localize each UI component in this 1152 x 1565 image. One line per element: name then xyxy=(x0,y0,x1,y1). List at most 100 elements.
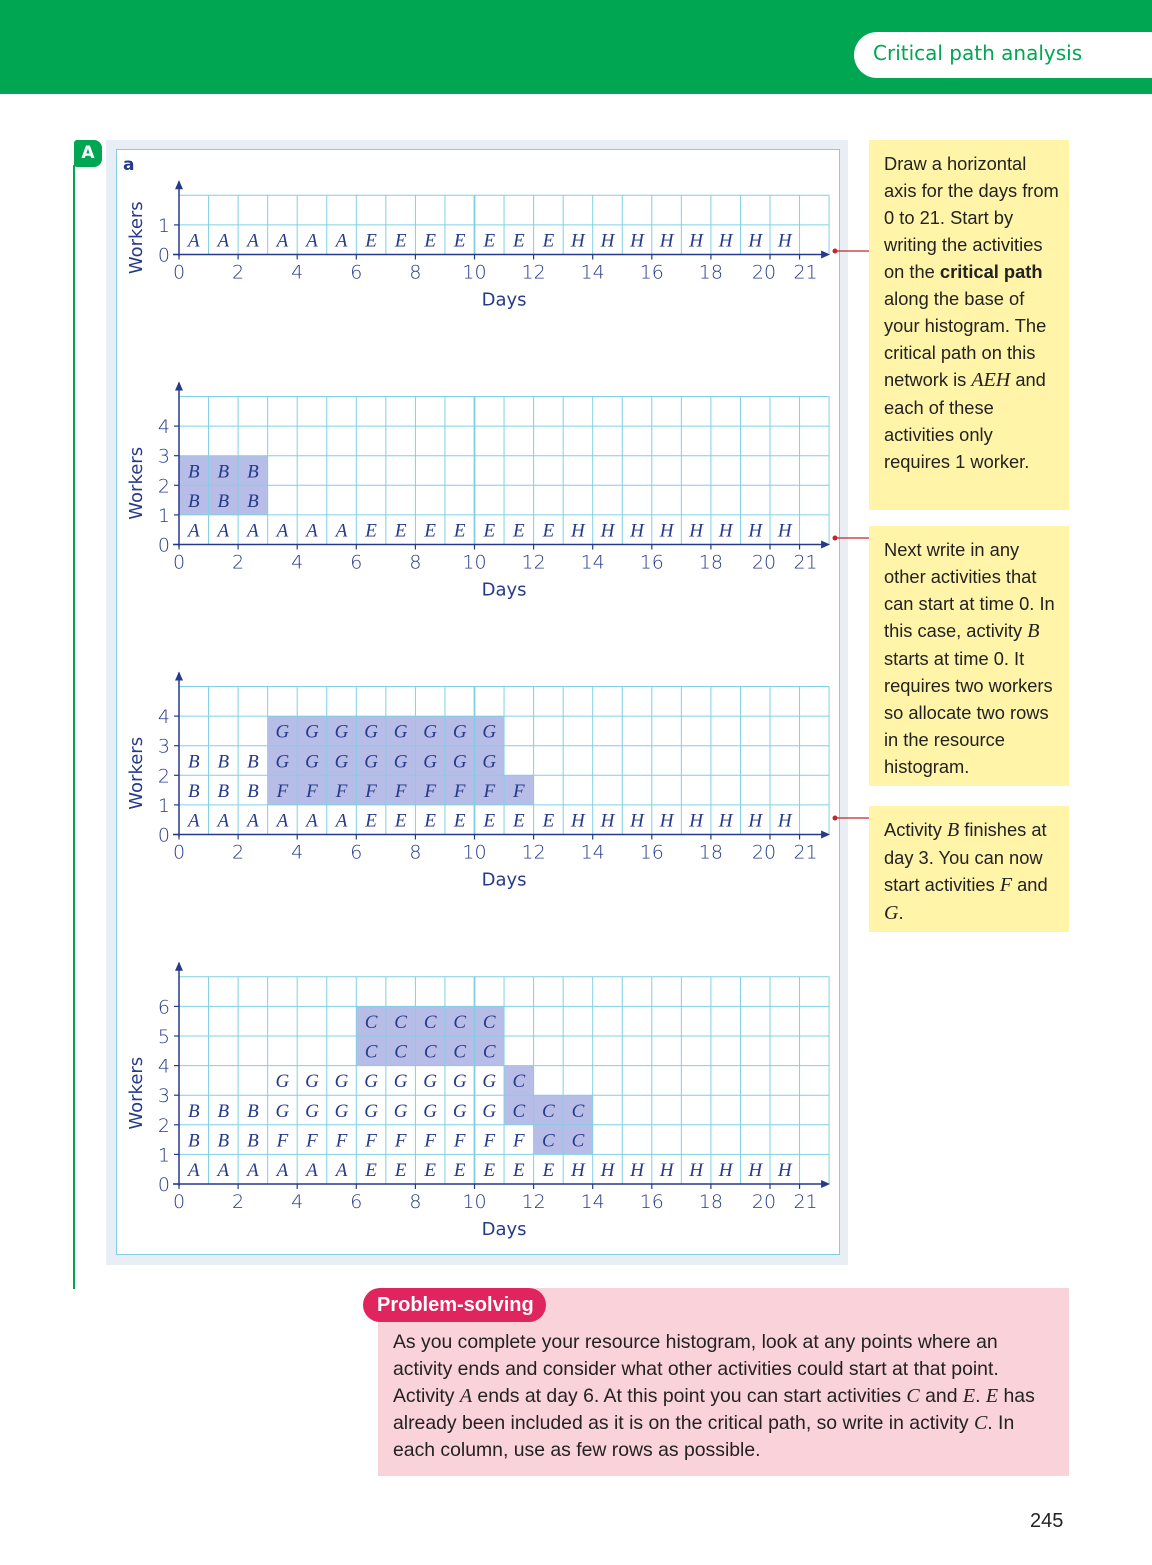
activity-label: H xyxy=(629,811,645,832)
activity-label: F xyxy=(512,1130,525,1151)
shaded-cell xyxy=(444,775,475,805)
activity-label: E xyxy=(453,521,466,542)
activity-label: E xyxy=(423,811,436,832)
x-tick-label: 14 xyxy=(581,552,605,574)
y-tick-label: 3 xyxy=(158,736,170,758)
activity-label: G xyxy=(482,1071,496,1092)
shaded-cell xyxy=(238,455,268,486)
x-tick-label: 18 xyxy=(699,552,723,574)
x-axis-label: Days xyxy=(482,870,527,891)
activity-label: G xyxy=(482,751,496,772)
activity-label: G xyxy=(364,1071,378,1092)
shaded-cell xyxy=(474,716,505,746)
activity-label: E xyxy=(453,1160,466,1181)
x-tick-label: 20 xyxy=(752,552,776,574)
activity-label: E xyxy=(482,811,495,832)
y-axis-arrow xyxy=(175,961,183,971)
shaded-cell xyxy=(356,716,386,746)
activity-label: E xyxy=(542,811,555,832)
page-number: 245 xyxy=(1030,1510,1064,1532)
activity-label: E xyxy=(423,521,436,542)
activity-label: B xyxy=(218,1130,230,1151)
activity-label: E xyxy=(394,811,407,832)
activity-label: G xyxy=(482,722,496,743)
y-tick-label: 3 xyxy=(158,446,170,468)
shaded-cell xyxy=(474,1036,505,1066)
note-start-zero: Next write in any other activities that … xyxy=(869,526,1069,786)
activity-label: H xyxy=(570,811,586,832)
connector-dot xyxy=(832,535,838,541)
activity-label: C xyxy=(572,1101,585,1122)
activity-label: A xyxy=(334,811,348,832)
activity-label: A xyxy=(275,1160,289,1181)
y-tick-label: 5 xyxy=(158,1026,170,1048)
activity-label: E xyxy=(482,231,495,252)
activity-label: B xyxy=(188,491,200,512)
y-tick-label: 1 xyxy=(158,795,170,817)
connector-dot xyxy=(832,248,838,254)
note2-math: B xyxy=(1027,620,1040,642)
activity-label: H xyxy=(659,811,675,832)
x-tick-label: 16 xyxy=(640,1191,664,1213)
x-tick-label: 10 xyxy=(462,1191,486,1213)
section-title: Critical path analysis xyxy=(854,32,1152,78)
activity-label: E xyxy=(542,521,555,542)
y-tick-label: 1 xyxy=(158,215,170,237)
note3-text: finishes at day 3. You can now start act… xyxy=(884,819,1047,895)
activity-label: B xyxy=(247,1130,259,1151)
activity-label: F xyxy=(453,1130,466,1151)
activity-label: F xyxy=(305,1130,318,1151)
activity-label: E xyxy=(453,231,466,252)
activity-label: A xyxy=(304,811,318,832)
y-tick-label: 2 xyxy=(158,475,170,497)
activity-label: G xyxy=(364,751,378,772)
shaded-cell xyxy=(504,1065,534,1096)
shaded-cell xyxy=(474,1006,505,1036)
note1-bold: critical path xyxy=(939,261,1043,282)
ps-math: A xyxy=(459,1385,473,1407)
x-tick-label: 21 xyxy=(793,262,817,284)
y-axis-arrow xyxy=(175,671,183,681)
activity-label: E xyxy=(482,1160,495,1181)
activity-label: A xyxy=(245,521,259,542)
note3-math: B xyxy=(946,819,960,841)
shaded-cell xyxy=(385,716,416,746)
x-tick-label: 4 xyxy=(291,262,303,284)
shaded-cell xyxy=(356,775,386,805)
activity-label: C xyxy=(572,1130,585,1151)
x-tick-label: 18 xyxy=(699,262,723,284)
note3-math: G xyxy=(884,902,899,924)
activity-label: G xyxy=(335,1101,349,1122)
activity-label: C xyxy=(365,1042,378,1063)
x-tick-label: 20 xyxy=(752,262,776,284)
example-inner xyxy=(116,149,840,1255)
activity-label: A xyxy=(216,811,230,832)
x-axis-arrow xyxy=(821,250,831,259)
activity-label: F xyxy=(394,1130,407,1151)
activity-label: A xyxy=(186,231,200,252)
activity-label: B xyxy=(218,1101,230,1122)
y-axis-label: Workers xyxy=(126,1057,147,1130)
activity-label: H xyxy=(600,521,616,542)
shaded-cell xyxy=(356,1036,386,1066)
shaded-cell xyxy=(356,745,386,776)
activity-label: E xyxy=(394,1160,407,1181)
note1-text: Start by writing the activities on the xyxy=(884,207,1043,282)
activity-label: F xyxy=(423,781,436,802)
activity-label: A xyxy=(275,521,289,542)
shaded-cell xyxy=(385,1036,416,1066)
activity-label: H xyxy=(747,811,763,832)
x-tick-label: 8 xyxy=(409,842,421,864)
activity-label: G xyxy=(453,751,467,772)
example-rule xyxy=(73,165,75,1289)
activity-label: G xyxy=(276,722,290,743)
part-label: a xyxy=(123,155,135,175)
note2-text: starts at time 0. It requires two worker… xyxy=(884,648,1053,777)
shaded-cell xyxy=(444,745,475,776)
x-tick-label: 6 xyxy=(350,262,362,284)
activity-label: H xyxy=(777,811,793,832)
ps-math: C xyxy=(906,1385,920,1407)
activity-label: E xyxy=(512,1160,525,1181)
activity-label: F xyxy=(305,781,318,802)
y-tick-label: 1 xyxy=(158,1144,170,1166)
